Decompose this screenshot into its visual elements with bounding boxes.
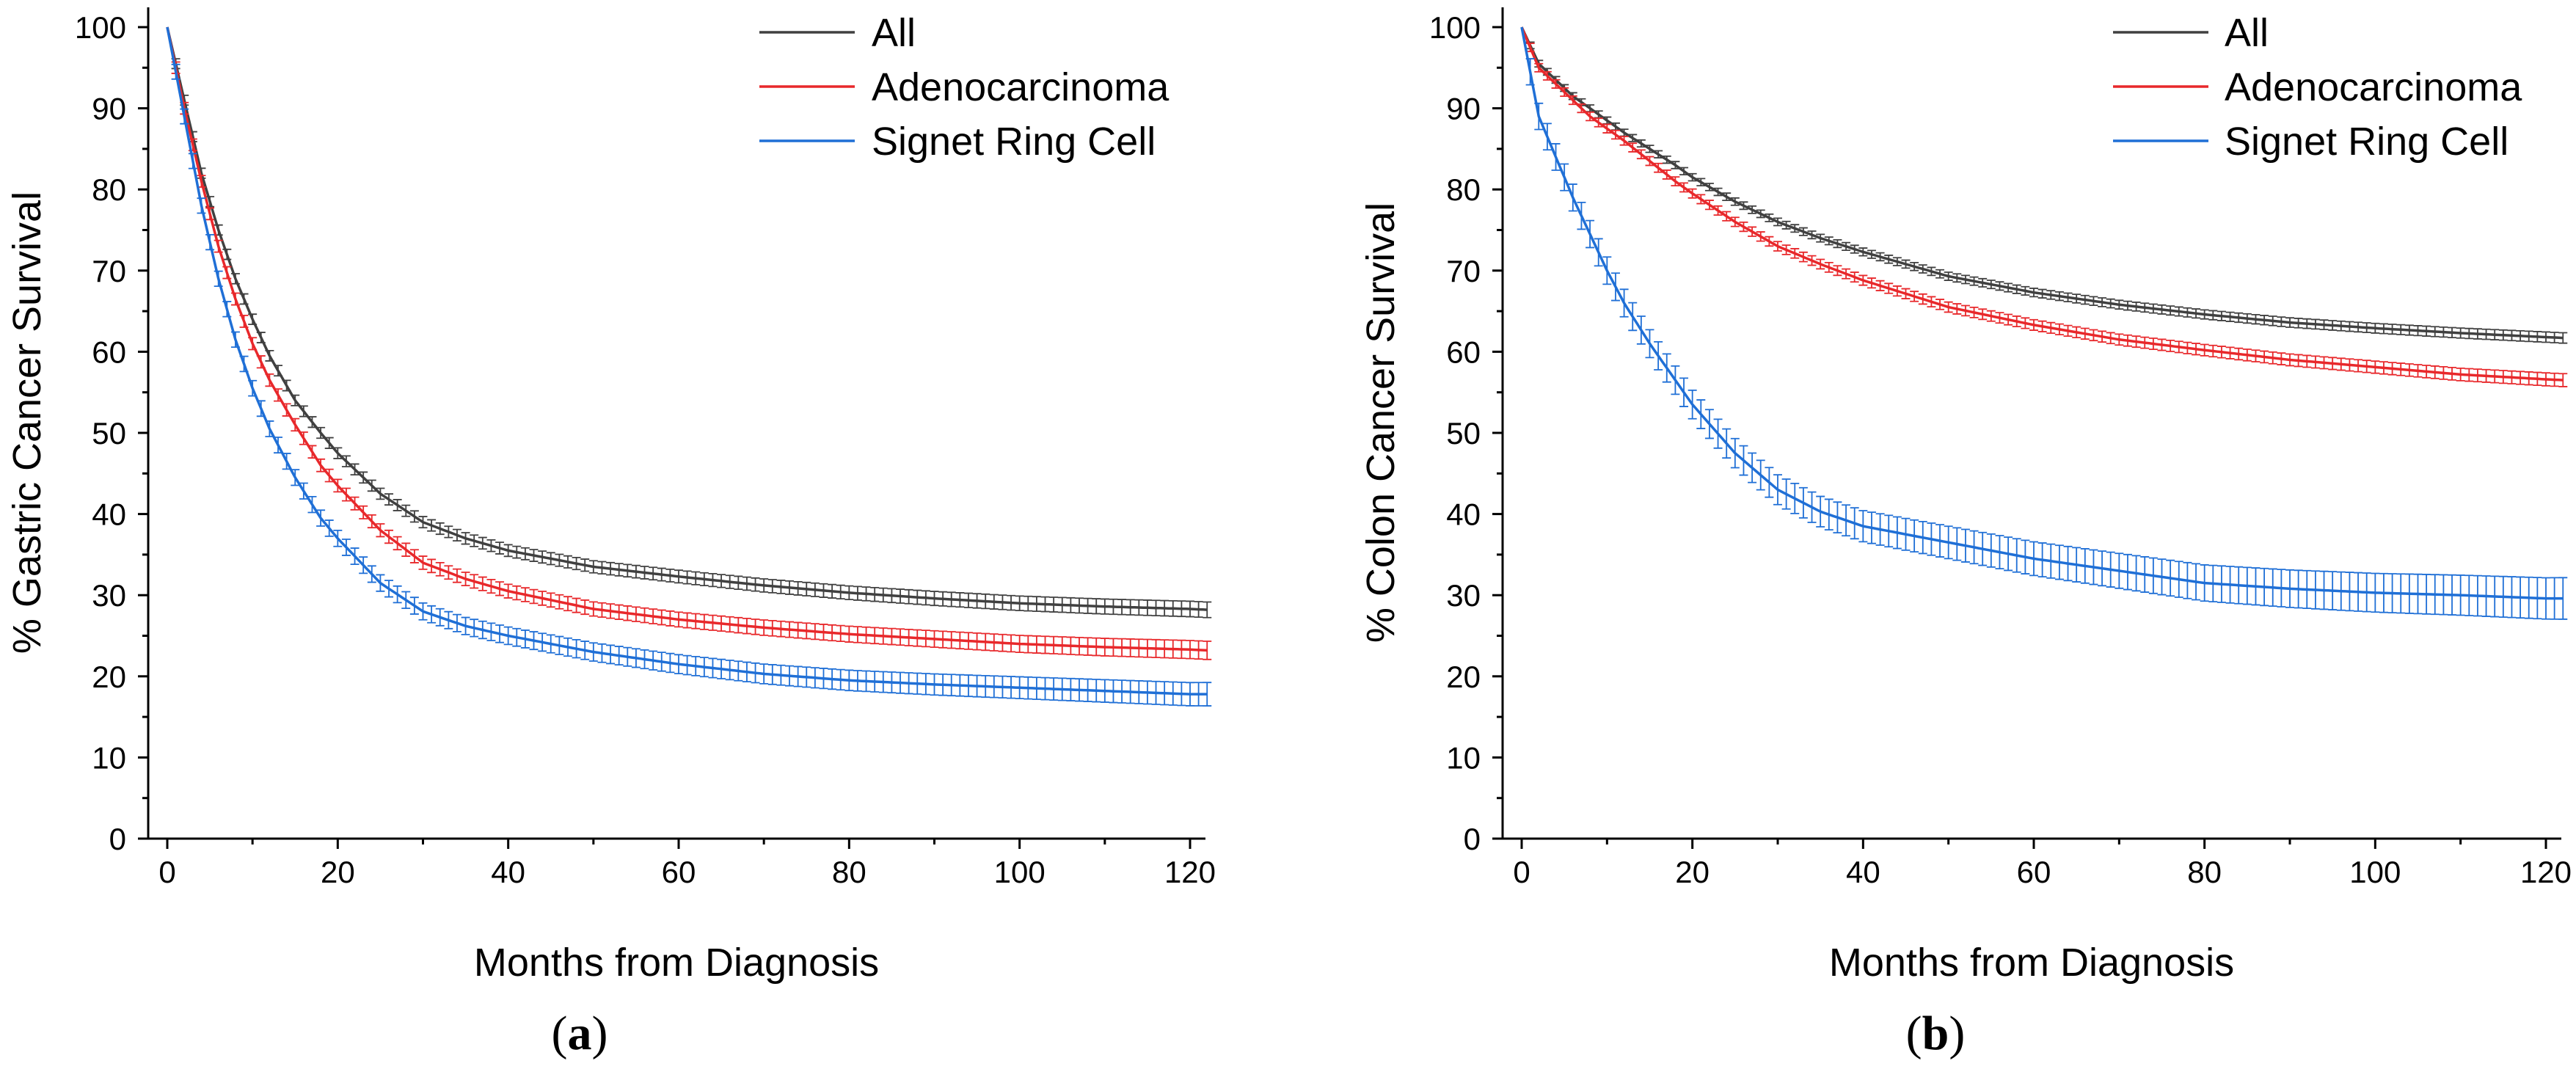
- legend-b: All Adenocarcinoma Signet Ring Cell: [2113, 11, 2522, 164]
- y-tick-label: 80: [92, 172, 126, 207]
- y-tick-label: 50: [92, 416, 126, 450]
- panel-label-a: (a): [552, 1007, 608, 1060]
- y-tick-label: 30: [92, 578, 126, 613]
- y-tick-label: 0: [109, 822, 126, 856]
- series-adenocarcinoma: [166, 26, 1212, 660]
- x-tick-label: 0: [158, 855, 175, 889]
- line-signet-ring-cell: [1520, 26, 2564, 600]
- x-tick-label: 20: [1675, 855, 1710, 889]
- y-tick-label: 60: [1446, 335, 1481, 369]
- y-tick-label: 50: [1446, 416, 1481, 450]
- y-tick-label: 40: [92, 497, 126, 532]
- legend-label-signet-ring-cell: Signet Ring Cell: [2225, 120, 2509, 164]
- y-ticks-a: 0 10 20 30 40 50 60 70 80 90 100: [75, 10, 148, 856]
- y-tick-label: 0: [1464, 822, 1481, 856]
- x-tick-label: 80: [832, 855, 866, 889]
- x-tick-label: 120: [2520, 855, 2572, 889]
- y-tick-label: 70: [1446, 254, 1481, 288]
- series-signet-ring-cell: [166, 26, 1212, 707]
- x-tick-label: 120: [1164, 855, 1216, 889]
- y-tick-label: 20: [1446, 660, 1481, 694]
- x-axis-title: Months from Diagnosis: [1829, 941, 2234, 985]
- line-adenocarcinoma: [1520, 26, 2564, 382]
- x-tick-label: 40: [491, 855, 525, 889]
- x-tick-label: 0: [1513, 855, 1530, 889]
- legend-label-signet-ring-cell: Signet Ring Cell: [872, 120, 1156, 164]
- x-tick-label: 20: [321, 855, 355, 889]
- panel-a-gastric-chart: 0 20 40 60 80 100 120 0 10 20 30 40 50 60 70 80 90 100 M…: [5, 7, 1216, 1060]
- y-tick-label: 40: [1446, 497, 1481, 532]
- legend-label-adenocarcinoma: Adenocarcinoma: [872, 65, 1170, 109]
- line-all: [166, 26, 1208, 611]
- x-tick-label: 60: [2017, 855, 2051, 889]
- x-tick-label: 80: [2187, 855, 2222, 889]
- plot-area-a: [166, 26, 1212, 707]
- x-ticks-a: 0 20 40 60 80 100 120: [158, 839, 1216, 889]
- y-tick-label: 90: [1446, 92, 1481, 126]
- legend-label-all: All: [872, 11, 916, 55]
- y-tick-label: 60: [92, 335, 126, 369]
- y-tick-label: 70: [92, 254, 126, 288]
- series-all: [166, 26, 1212, 619]
- line-signet-ring-cell: [166, 26, 1208, 696]
- error-bars-all: [171, 58, 1212, 619]
- legend-a: All Adenocarcinoma Signet Ring Cell: [759, 11, 1170, 164]
- y-tick-label: 100: [1429, 10, 1481, 45]
- x-tick-label: 100: [2349, 855, 2401, 889]
- line-all: [1520, 26, 2564, 340]
- y-tick-label: 10: [1446, 740, 1481, 775]
- panel-label-b: (b): [1906, 1007, 1966, 1060]
- x-tick-label: 40: [1846, 855, 1880, 889]
- y-tick-label: 20: [92, 660, 126, 694]
- plot-area-b: [1520, 26, 2568, 620]
- legend-label-all: All: [2225, 11, 2269, 55]
- y-tick-label: 10: [92, 740, 126, 775]
- y-axis-title: % Colon Cancer Survival: [1359, 203, 1403, 643]
- y-axis-title: % Gastric Cancer Survival: [5, 191, 49, 654]
- panel-b-colon-chart: 0 20 40 60 80 100 120 0 10 20 30 40 50 60 70 80 90 100 M…: [1359, 7, 2572, 1060]
- series-signet-ring-cell: [1520, 26, 2568, 620]
- legend-label-adenocarcinoma: Adenocarcinoma: [2225, 65, 2522, 109]
- line-adenocarcinoma: [166, 26, 1208, 652]
- x-tick-label: 100: [994, 855, 1046, 889]
- y-ticks-b: 0 10 20 30 40 50 60 70 80 90 100: [1429, 10, 1503, 856]
- series-all: [1520, 26, 2568, 344]
- y-tick-label: 100: [75, 10, 126, 45]
- y-tick-label: 90: [92, 92, 126, 126]
- x-axis-title: Months from Diagnosis: [474, 941, 879, 985]
- series-adenocarcinoma: [1520, 26, 2568, 387]
- x-ticks-b: 0 20 40 60 80 100 120: [1513, 839, 2572, 889]
- y-tick-label: 80: [1446, 172, 1481, 207]
- x-tick-label: 60: [662, 855, 696, 889]
- y-tick-label: 30: [1446, 578, 1481, 613]
